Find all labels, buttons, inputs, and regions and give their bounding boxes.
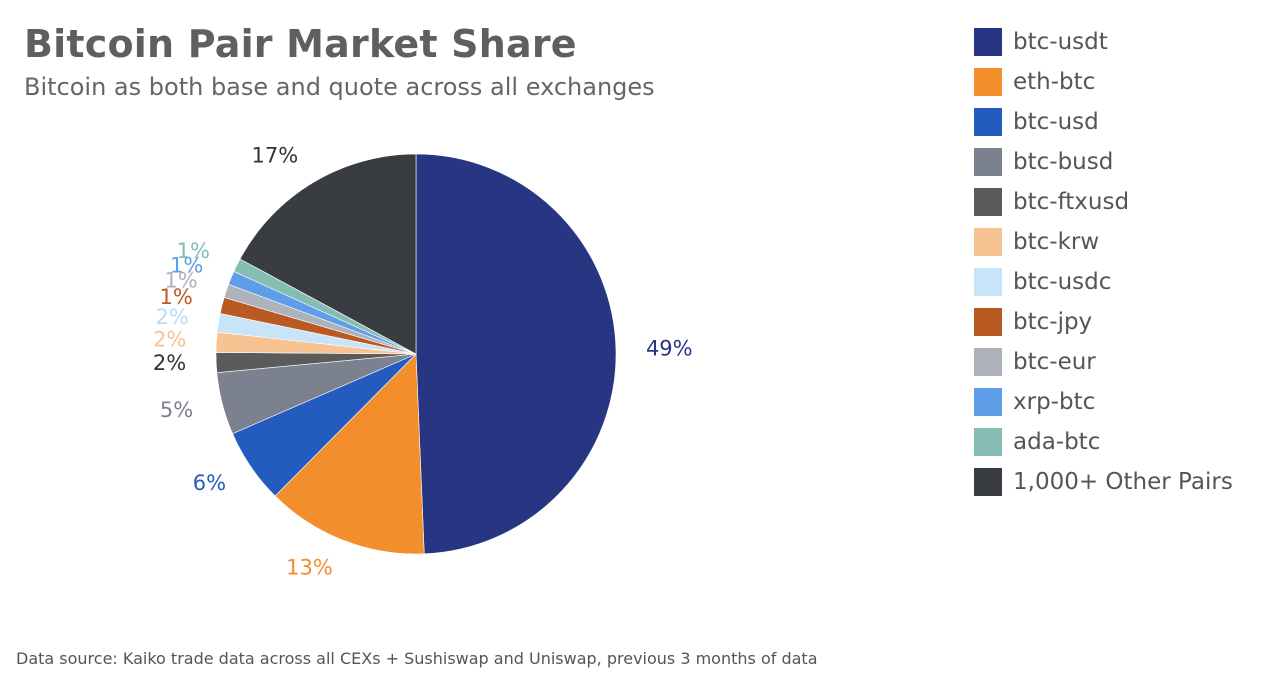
legend-swatch bbox=[974, 108, 1002, 136]
pie-label-ada-btc: 1% bbox=[177, 239, 210, 263]
pie-label-btc-busd: 5% bbox=[160, 398, 193, 422]
legend-label: btc-usdc bbox=[1013, 269, 1112, 295]
pie-label-btc-usdc: 2% bbox=[155, 305, 188, 329]
chart-subtitle: Bitcoin as both base and quote across al… bbox=[24, 73, 655, 101]
legend-item-1-000-other-pairs: 1,000+ Other Pairs bbox=[974, 462, 1233, 502]
legend-item-eth-btc: eth-btc bbox=[974, 62, 1233, 102]
legend-item-btc-eur: btc-eur bbox=[974, 342, 1233, 382]
legend-item-xrp-btc: xrp-btc bbox=[974, 382, 1233, 422]
pie-slice-btc-usdt bbox=[415, 153, 617, 555]
legend-swatch bbox=[974, 68, 1002, 96]
legend-item-btc-busd: btc-busd bbox=[974, 142, 1233, 182]
pie-label-1-000-other-pairs: 17% bbox=[251, 143, 298, 167]
legend-label: btc-krw bbox=[1013, 229, 1100, 255]
legend-label: btc-busd bbox=[1013, 149, 1114, 175]
pie-slice-1-000-other-pairs bbox=[239, 153, 417, 355]
legend-item-btc-usdc: btc-usdc bbox=[974, 262, 1233, 302]
legend-label: btc-usdt bbox=[1013, 29, 1108, 55]
legend-item-btc-krw: btc-krw bbox=[974, 222, 1233, 262]
legend-label: eth-btc bbox=[1013, 69, 1096, 95]
legend-item-btc-ftxusd: btc-ftxusd bbox=[974, 182, 1233, 222]
legend-label: btc-usd bbox=[1013, 109, 1099, 135]
legend-label: ada-btc bbox=[1013, 429, 1101, 455]
legend-swatch bbox=[974, 468, 1002, 496]
legend-label: btc-ftxusd bbox=[1013, 189, 1130, 215]
pie-label-btc-ftxusd: 2% bbox=[153, 351, 186, 375]
legend-label: btc-eur bbox=[1013, 349, 1096, 375]
data-source-note: Data source: Kaiko trade data across all… bbox=[16, 649, 818, 668]
chart-legend: btc-usdt eth-btc btc-usd btc-busd btc-ftxusd… bbox=[974, 22, 1233, 502]
pie-label-btc-usd: 6% bbox=[193, 471, 226, 495]
legend-swatch bbox=[974, 148, 1002, 176]
legend-label: btc-jpy bbox=[1013, 309, 1093, 335]
legend-item-ada-btc: ada-btc bbox=[974, 422, 1233, 462]
legend-label: 1,000+ Other Pairs bbox=[1013, 469, 1233, 495]
legend-label: xrp-btc bbox=[1013, 389, 1096, 415]
legend-swatch bbox=[974, 268, 1002, 296]
legend-swatch bbox=[974, 228, 1002, 256]
pie-label-btc-eur: 1% bbox=[164, 268, 197, 292]
pie-slice-eth-btc bbox=[274, 353, 425, 555]
pie-label-btc-krw: 2% bbox=[153, 328, 186, 352]
legend-swatch bbox=[974, 388, 1002, 416]
legend-swatch bbox=[974, 308, 1002, 336]
legend-swatch bbox=[974, 348, 1002, 376]
legend-swatch bbox=[974, 428, 1002, 456]
pie-chart: 49%13%6%5%2%2%2%1%1%1%1%17% bbox=[153, 143, 693, 579]
legend-item-btc-jpy: btc-jpy bbox=[974, 302, 1233, 342]
legend-item-btc-usd: btc-usd bbox=[974, 102, 1233, 142]
chart-title: Bitcoin Pair Market Share bbox=[24, 22, 577, 66]
legend-swatch bbox=[974, 28, 1002, 56]
pie-label-btc-usdt: 49% bbox=[646, 336, 693, 360]
legend-item-btc-usdt: btc-usdt bbox=[974, 22, 1233, 62]
pie-label-xrp-btc: 1% bbox=[170, 253, 203, 277]
legend-swatch bbox=[974, 188, 1002, 216]
pie-label-eth-btc: 13% bbox=[286, 555, 333, 579]
pie-label-btc-jpy: 1% bbox=[160, 285, 193, 309]
